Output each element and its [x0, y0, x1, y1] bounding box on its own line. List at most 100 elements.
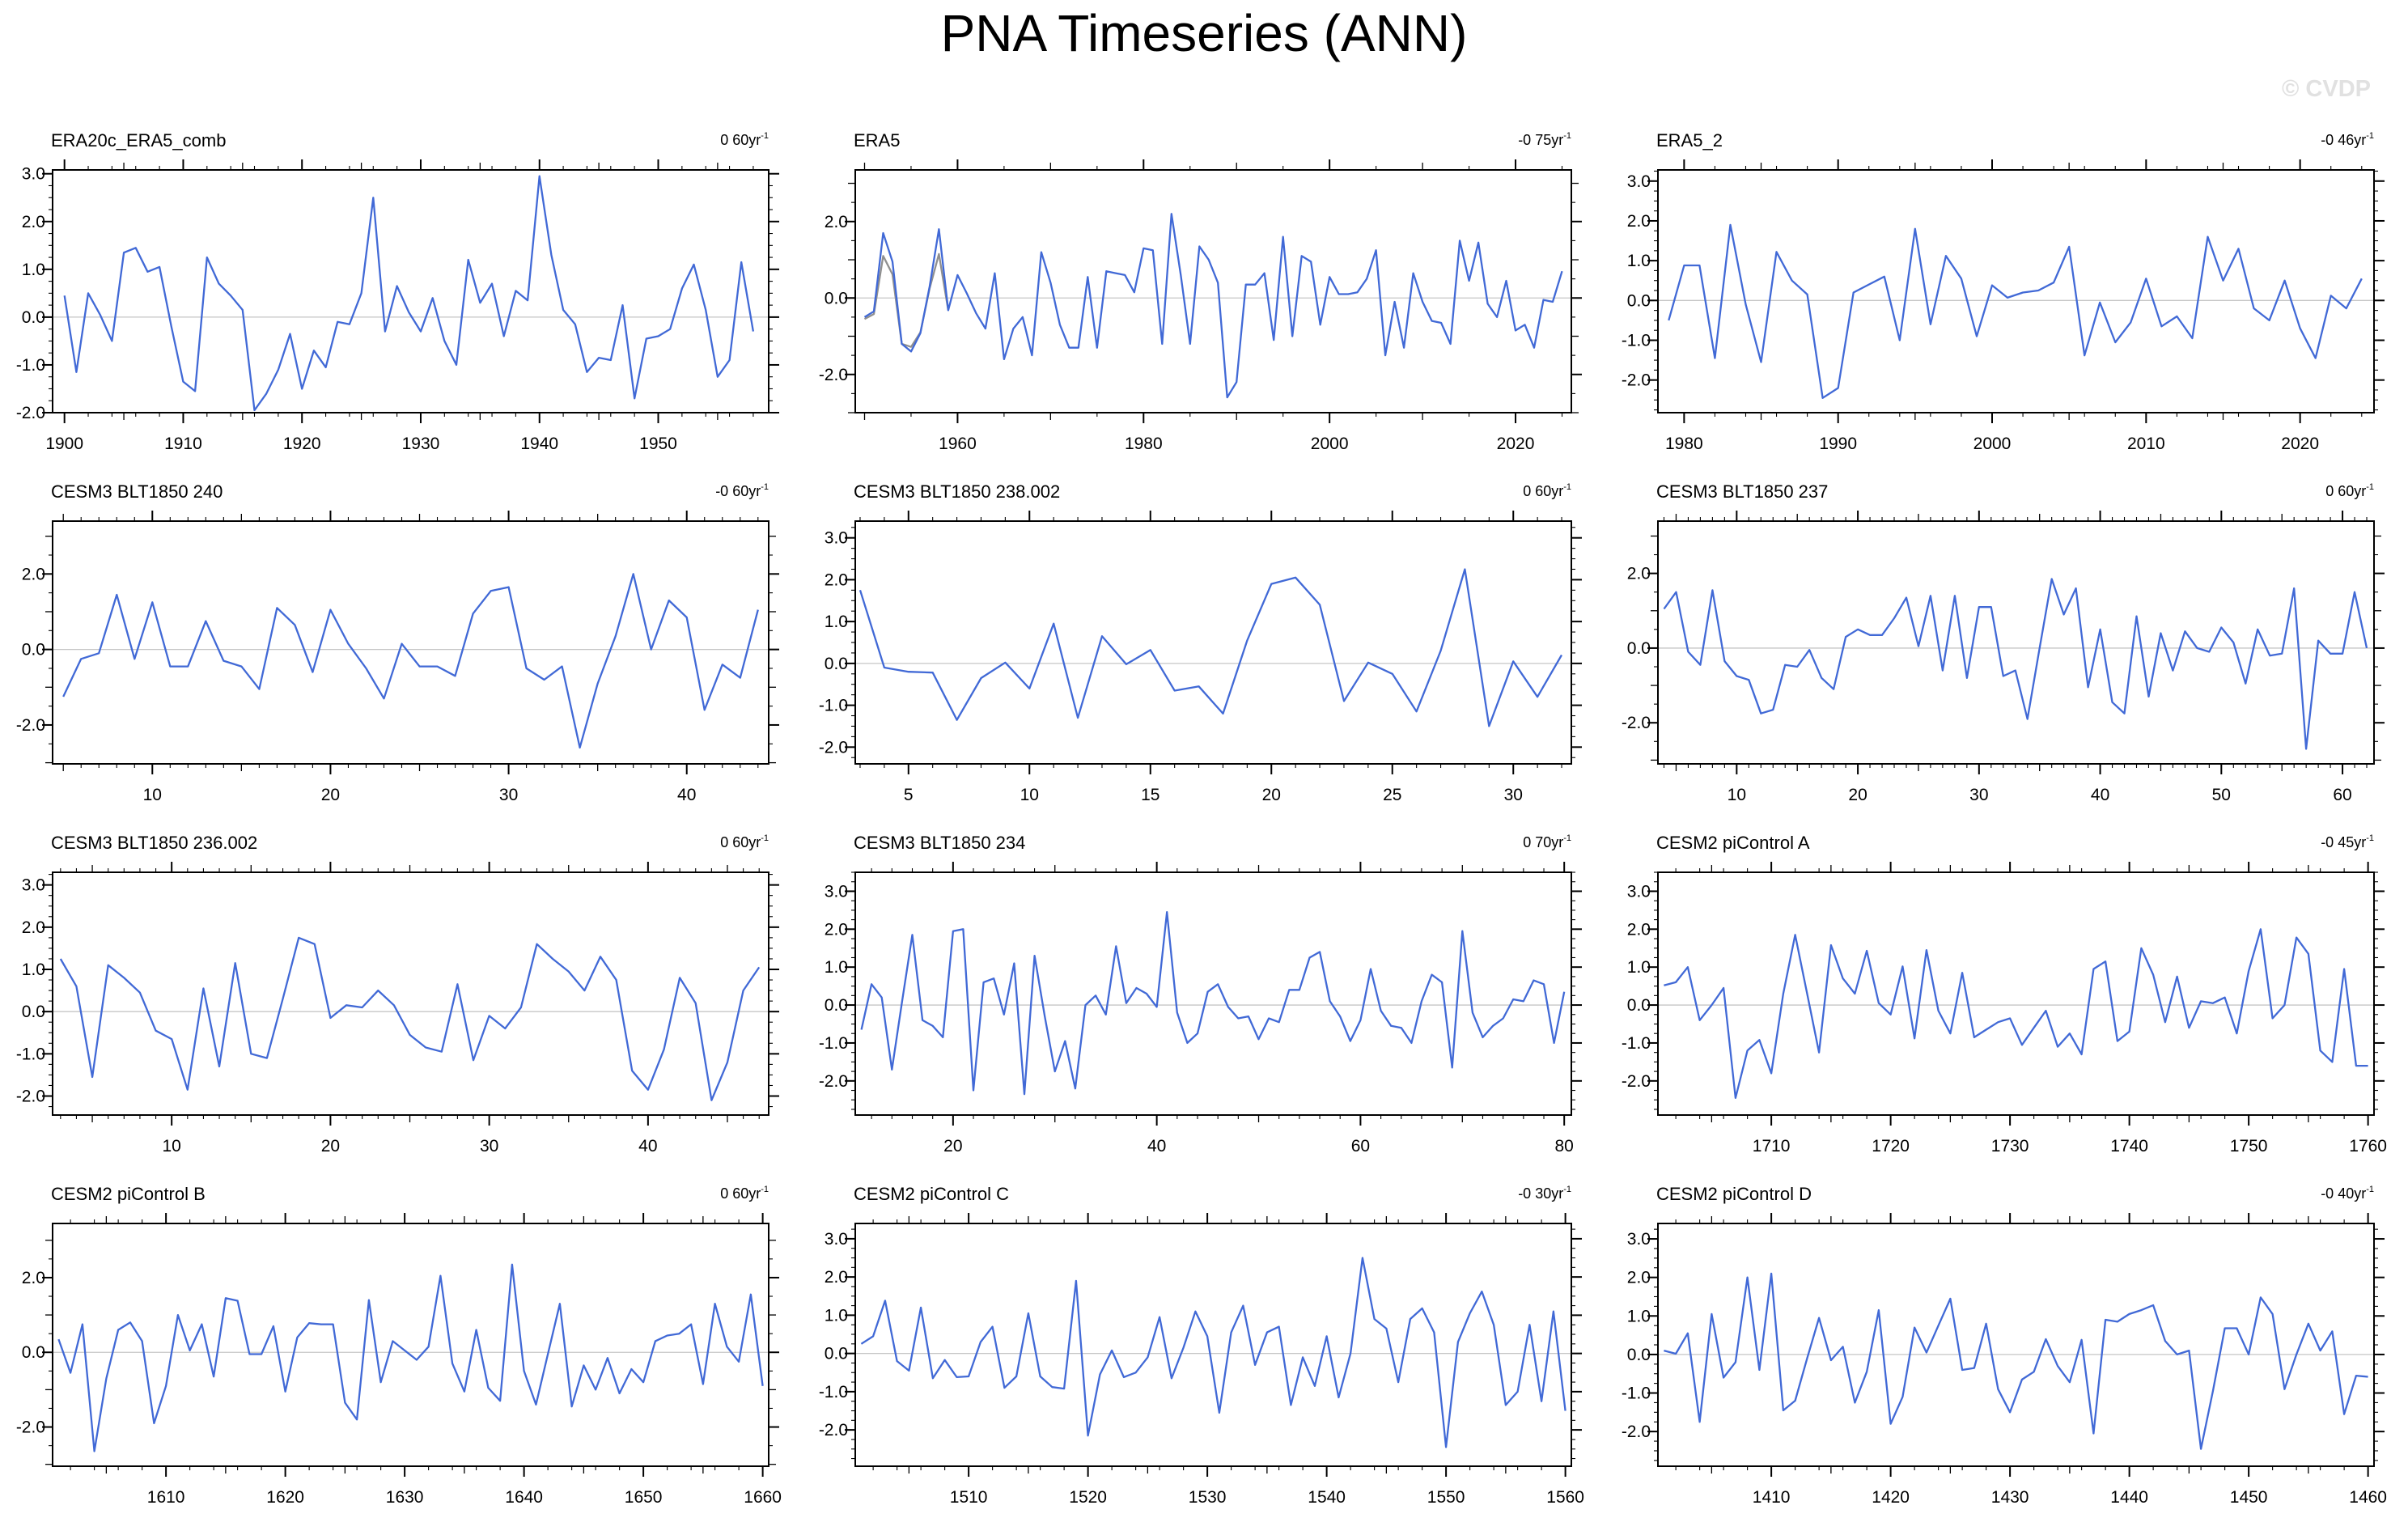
- y-tick-label: 0.0: [825, 289, 848, 307]
- timeseries-panel-3: 1980 1990 2000 2010 2020 -2.0 -1.0 0.0 1.0 2.0 3.0…: [1605, 125, 2408, 477]
- y-tick-label: 0.0: [22, 308, 45, 327]
- y-tick-label: 2.0: [825, 213, 848, 231]
- tick-labels: 1410 1420 1430 1440 1450 1460 -2.0 -1.0 0.0 1.0 2.…: [1622, 1230, 2387, 1507]
- panel-title: ERA5_2: [1656, 130, 1723, 151]
- y-tick-label: 3.0: [825, 529, 848, 548]
- data-series-line: [1664, 1272, 2368, 1450]
- y-tick-label: 1.0: [825, 958, 848, 977]
- timeseries-panel-5: 5 10 15 20 25 30 -2.0 -1.0 0.0 1.0 2.0 3.0 CESM3 BLT…: [803, 477, 1605, 828]
- panel-title: ERA5: [854, 130, 900, 151]
- y-tick-label: -2.0: [1622, 714, 1651, 732]
- timeseries-panel-11: 1510 1520 1530 1540 1550 1560 -2.0 -1.0 0.0 1.0 2.…: [803, 1179, 1605, 1530]
- y-tick-label: 2.0: [1627, 565, 1651, 583]
- y-tick-label: 0.0: [22, 1003, 45, 1021]
- y-tick-label: -2.0: [819, 1072, 848, 1091]
- y-tick-label: -2.0: [16, 716, 45, 735]
- x-tick-label: 1620: [266, 1488, 304, 1507]
- y-tick-label: 1.0: [825, 1306, 848, 1325]
- x-tick-label: 40: [638, 1137, 657, 1155]
- tick-labels: 1610 1620 1630 1640 1650 1660 -2.0 0.0 2.0: [16, 1269, 782, 1507]
- y-tick-label: 2.0: [825, 1268, 848, 1287]
- panel-title: CESM3 BLT1850 236.002: [51, 833, 257, 853]
- axis-ticks: [845, 511, 1582, 774]
- plot-frame: [1657, 1223, 2375, 1467]
- tick-labels: 1980 1990 2000 2010 2020 -2.0 -1.0 0.0 1.0 2.0 3.0: [1622, 172, 2319, 453]
- x-tick-label: 1510: [950, 1488, 988, 1507]
- panel-trend-label: -0 46yr-1: [2321, 131, 2374, 148]
- x-tick-label: 2000: [1311, 435, 1349, 453]
- x-tick-label: 1420: [1872, 1488, 1910, 1507]
- x-tick-label: 1720: [1872, 1137, 1910, 1155]
- x-tick-label: 1710: [1753, 1137, 1791, 1155]
- x-tick-label: 20: [321, 786, 340, 804]
- y-tick-label: 0.0: [1627, 291, 1651, 310]
- panel-trend-label: 0 60yr-1: [1523, 482, 1571, 499]
- y-tick-label: 3.0: [22, 876, 45, 895]
- plot-frame: [52, 169, 769, 413]
- x-tick-label: 40: [1147, 1137, 1166, 1155]
- y-tick-label: 1.0: [1627, 1307, 1651, 1325]
- timeseries-panel-10: 1610 1620 1630 1640 1650 1660 -2.0 0.0 2.0 CESM2 …: [0, 1179, 803, 1530]
- timeseries-panel-1: 1900 1910 1920 1930 1940 1950 -2.0 -1.0 0.0 1.0 2.…: [0, 125, 803, 477]
- y-tick-label: 2.0: [22, 213, 45, 231]
- x-tick-label: 30: [480, 1137, 498, 1155]
- y-tick-label: 0.0: [22, 1343, 45, 1362]
- panel-title: ERA20c_ERA5_comb: [51, 130, 226, 151]
- axis-ticks: [1647, 862, 2385, 1126]
- y-tick-label: 2.0: [22, 565, 45, 583]
- x-tick-label: 1540: [1308, 1488, 1346, 1507]
- y-tick-label: -1.0: [16, 356, 45, 375]
- panel-trend-label: -0 30yr-1: [1518, 1185, 1571, 1202]
- panel-title: CESM2 piControl B: [51, 1184, 206, 1204]
- axis-ticks: [42, 1213, 779, 1477]
- x-tick-label: 1740: [2110, 1137, 2148, 1155]
- y-tick-label: 2.0: [22, 1269, 45, 1287]
- plot-frame: [854, 1223, 1572, 1467]
- panel-trend-label: -0 60yr-1: [715, 482, 769, 499]
- tick-labels: 10 20 30 40 -2.0 0.0 2.0: [16, 565, 697, 804]
- x-tick-label: 10: [162, 1137, 180, 1155]
- axis-ticks: [845, 1213, 1582, 1477]
- panel-trend-label: -0 45yr-1: [2321, 833, 2374, 850]
- tick-labels: 10 20 30 40 -2.0 -1.0 0.0 1.0 2.0 3.0: [16, 876, 658, 1155]
- charts-grid: 1900 1910 1920 1930 1940 1950 -2.0 -1.0 0.0 1.0 2.…: [0, 125, 2408, 1530]
- x-tick-label: 1910: [164, 435, 202, 453]
- panel-trend-label: -0 40yr-1: [2321, 1185, 2374, 1202]
- data-series-line: [57, 1263, 764, 1452]
- axis-ticks: [42, 862, 779, 1126]
- x-tick-label: 1990: [1819, 435, 1857, 453]
- y-tick-label: -2.0: [1622, 1423, 1651, 1441]
- data-series-line: [63, 175, 755, 412]
- data-series-line: [59, 936, 761, 1101]
- x-tick-label: 2000: [1973, 435, 2012, 453]
- x-tick-label: 1640: [505, 1488, 543, 1507]
- y-tick-label: -1.0: [16, 1045, 45, 1063]
- timeseries-panel-6: 10 20 30 40 50 60 -2.0 0.0 2.0 CESM3 BLT1850 237 0…: [1605, 477, 2408, 828]
- x-tick-label: 1930: [402, 435, 440, 453]
- x-tick-label: 1610: [147, 1488, 185, 1507]
- timeseries-panel-8: 20 40 60 80 -2.0 -1.0 0.0 1.0 2.0 3.0 CESM3 BLT185…: [803, 828, 1605, 1179]
- y-tick-label: 0.0: [825, 655, 848, 673]
- axis-ticks: [42, 159, 779, 423]
- timeseries-panel-2: 1960 1980 2000 2020 -2.0 0.0 2.0 ERA5 -0 75yr-1: [803, 125, 1605, 477]
- tick-labels: 10 20 30 40 50 60 -2.0 0.0 2.0: [1622, 565, 2352, 804]
- x-tick-label: 1440: [2110, 1488, 2148, 1507]
- x-tick-label: 60: [1351, 1137, 1370, 1155]
- x-tick-label: 1560: [1546, 1488, 1584, 1507]
- timeseries-plot: 1980 1990 2000 2010 2020 -2.0 -1.0 0.0 1.0 2.0 3.0…: [1622, 130, 2385, 453]
- axis-ticks: [1647, 511, 2385, 774]
- x-tick-label: 1980: [1665, 435, 1703, 453]
- y-tick-label: 3.0: [1627, 172, 1651, 191]
- plot-frame: [1657, 169, 2375, 413]
- y-tick-label: 2.0: [1627, 920, 1651, 939]
- tick-labels: 1900 1910 1920 1930 1940 1950 -2.0 -1.0 0.0 1.0 2.…: [16, 165, 677, 453]
- y-tick-label: 0.0: [825, 1345, 848, 1363]
- plot-frame: [52, 871, 769, 1116]
- data-series-line: [863, 213, 1563, 399]
- x-tick-label: 1630: [386, 1488, 424, 1507]
- axis-ticks: [42, 511, 779, 774]
- y-tick-label: 1.0: [1627, 958, 1651, 977]
- y-tick-label: 2.0: [825, 570, 848, 589]
- panel-title: CESM2 piControl C: [854, 1184, 1009, 1204]
